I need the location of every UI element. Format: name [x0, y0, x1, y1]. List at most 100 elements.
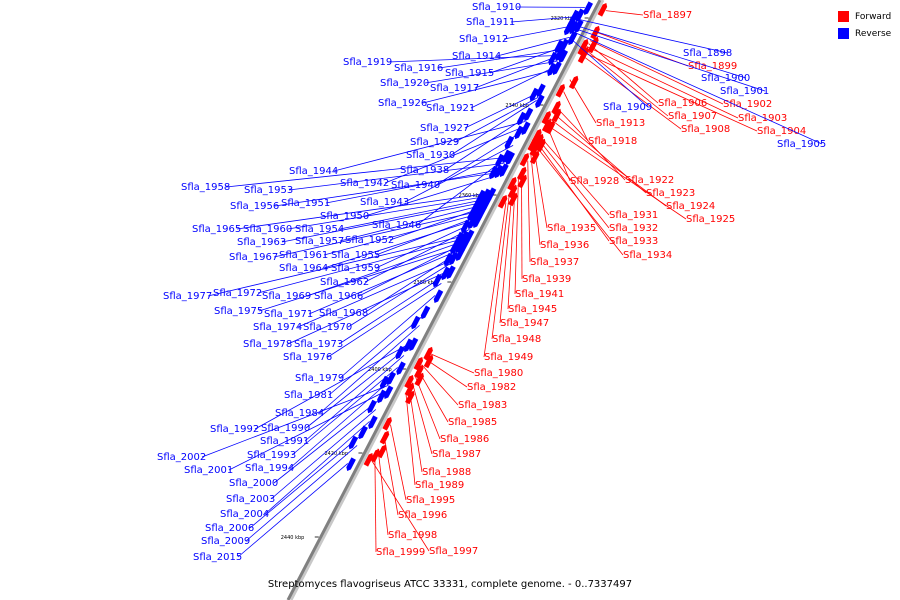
reverse-leader-line — [274, 171, 500, 207]
axis-tick-label: 2380 kbp — [413, 280, 437, 286]
reverse-leader-line — [306, 241, 464, 297]
forward-gene-label: Sfla_1935 — [547, 223, 596, 234]
genome-caption: Streptomyces flavogriseus ATCC 33331, co… — [267, 579, 633, 590]
forward-leader-line — [491, 196, 510, 340]
forward-gene-label: Sfla_1934 — [623, 250, 672, 261]
forward-gene-label: Sfla_1908 — [681, 124, 730, 135]
reverse-gene-label: Sfla_1901 — [720, 86, 769, 97]
reverse-gene-arrow — [455, 239, 465, 254]
reverse-gene-label: Sfla_1951 — [281, 198, 330, 209]
reverse-gene-label: Sfla_1957 — [295, 236, 344, 247]
reverse-gene-arrow — [433, 289, 444, 303]
reverse-leader-line — [575, 25, 747, 79]
reverse-gene-arrow — [552, 61, 562, 75]
reverse-gene-label: Sfla_1969 — [262, 291, 311, 302]
reverse-gene-label: Sfla_1944 — [289, 166, 338, 177]
forward-leader-line — [605, 10, 644, 16]
reverse-leader-line — [225, 156, 507, 188]
reverse-gene-label: Sfla_1929 — [410, 137, 459, 148]
reverse-leader-line — [422, 69, 553, 104]
forward-gene-label: Sfla_1925 — [686, 214, 735, 225]
reverse-gene-arrow — [411, 315, 421, 330]
reverse-gene-arrow — [569, 20, 579, 35]
reverse-gene-arrow — [563, 21, 574, 36]
reverse-gene-arrow — [517, 111, 527, 126]
reverse-leader-line — [364, 229, 470, 283]
reverse-gene-arrow — [383, 385, 394, 399]
forward-leader-line — [569, 79, 597, 124]
forward-leader-line — [411, 382, 433, 455]
reverse-gene-arrow — [348, 435, 359, 450]
reverse-gene-label: Sfla_1952 — [345, 235, 394, 246]
forward-gene-label: Sfla_1918 — [588, 136, 637, 147]
reverse-gene-label: Sfla_1992 — [210, 424, 259, 435]
forward-gene-label: Sfla_1947 — [500, 318, 549, 329]
reverse-gene-arrow — [494, 164, 504, 179]
reverse-leader-line — [347, 262, 453, 328]
forward-leader-line — [589, 40, 724, 105]
forward-gene-label: Sfla_1996 — [398, 510, 447, 521]
reverse-gene-label: Sfla_1938 — [400, 165, 449, 176]
forward-leader-line — [585, 49, 669, 117]
reverse-gene-label: Sfla_1953 — [244, 185, 293, 196]
reverse-gene-label: Sfla_1965 — [192, 224, 241, 235]
reverse-gene-arrow — [408, 337, 419, 351]
reverse-gene-arrow — [448, 251, 459, 266]
reverse-gene-label: Sfla_1964 — [279, 263, 328, 274]
reverse-leader-line — [569, 37, 649, 108]
forward-gene-arrow — [541, 111, 551, 125]
reverse-gene-arrow — [368, 415, 378, 429]
forward-leader-line — [507, 184, 516, 310]
forward-gene-arrow — [363, 453, 374, 467]
reverse-leader-line — [237, 463, 349, 558]
forward-gene-label: Sfla_1998 — [388, 530, 437, 541]
reverse-leader-line — [454, 97, 539, 143]
axis-tick-label: 2440 kbp — [281, 535, 305, 541]
forward-gene-label: Sfla_1995 — [406, 495, 455, 506]
reverse-gene-label: Sfla_1911 — [466, 17, 515, 28]
reverse-gene-label: Sfla_1921 — [426, 103, 475, 114]
axis-shadow — [289, 0, 605, 600]
reverse-gene-label: Sfla_1905 — [777, 139, 826, 150]
reverse-leader-line — [375, 217, 476, 256]
forward-gene-label: Sfla_1980 — [474, 368, 523, 379]
reverse-leader-line — [273, 210, 479, 258]
forward-gene-arrow — [423, 346, 433, 361]
reverse-leader-line — [384, 127, 523, 184]
forward-gene-arrow — [519, 153, 530, 167]
reverse-gene-label: Sfla_1909 — [603, 102, 652, 113]
reverse-leader-line — [257, 237, 465, 294]
forward-gene-arrow — [568, 75, 579, 90]
reverse-gene-arrow — [558, 49, 569, 63]
reverse-gene-label: Sfla_1950 — [320, 211, 369, 222]
forward-leader-line — [390, 424, 407, 501]
reverse-gene-label: Sfla_1981 — [284, 390, 333, 401]
legend-reverse: Reverse — [838, 25, 891, 42]
reverse-gene-label: Sfla_2004 — [220, 509, 269, 520]
forward-leader-line — [408, 388, 423, 473]
forward-gene-arrow — [527, 138, 537, 152]
reverse-leader-line — [363, 253, 458, 314]
forward-leader-line — [546, 124, 571, 182]
reverse-gene-label: Sfla_1984 — [275, 408, 324, 419]
forward-leader-line — [483, 202, 507, 358]
reverse-leader-line — [358, 244, 462, 297]
reverse-gene-label: Sfla_1963 — [237, 237, 286, 248]
reverse-leader-line — [339, 198, 486, 230]
reverse-leader-line — [464, 91, 542, 129]
forward-gene-label: Sfla_1928 — [570, 176, 619, 187]
reverse-gene-label: Sfla_2001 — [184, 465, 233, 476]
forward-gene-arrow — [404, 375, 414, 389]
reverse-leader-line — [496, 36, 570, 57]
reverse-leader-line — [438, 48, 564, 69]
forward-gene-label: Sfla_1937 — [530, 257, 579, 268]
reverse-leader-line — [323, 220, 475, 269]
reverse-gene-arrow — [554, 47, 565, 62]
reverse-gene-arrow — [499, 163, 509, 177]
forward-gene-label: Sfla_1906 — [658, 98, 707, 109]
forward-gene-label: Sfla_1999 — [376, 547, 425, 558]
reverse-leader-line — [289, 379, 392, 469]
reverse-gene-label: Sfla_1966 — [314, 291, 363, 302]
